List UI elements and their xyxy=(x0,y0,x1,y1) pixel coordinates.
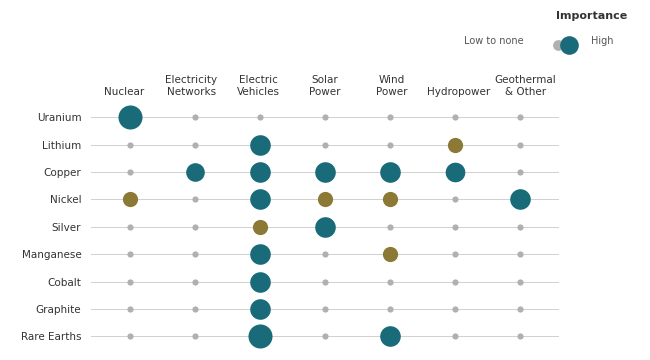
Point xyxy=(255,142,265,148)
Point xyxy=(255,224,265,230)
Point xyxy=(385,251,395,257)
Point xyxy=(255,251,265,257)
Point xyxy=(515,114,525,120)
Point xyxy=(125,169,135,175)
Text: Electric
Vehicles: Electric Vehicles xyxy=(237,75,280,97)
Point xyxy=(190,197,200,202)
Point xyxy=(125,142,135,148)
Point xyxy=(515,333,525,339)
Point xyxy=(450,306,460,312)
Point xyxy=(515,142,525,148)
Point xyxy=(450,251,460,257)
Point xyxy=(450,333,460,339)
Point xyxy=(190,169,200,175)
Point xyxy=(553,42,564,48)
Text: Electricity
Networks: Electricity Networks xyxy=(165,75,217,97)
Point xyxy=(564,42,574,48)
Point xyxy=(320,306,330,312)
Point xyxy=(190,306,200,312)
Text: Importance: Importance xyxy=(556,11,627,21)
Point xyxy=(125,251,135,257)
Point xyxy=(385,224,395,230)
Point xyxy=(190,142,200,148)
Point xyxy=(255,197,265,202)
Point xyxy=(320,197,330,202)
Point xyxy=(450,279,460,284)
Point xyxy=(125,306,135,312)
Point xyxy=(125,333,135,339)
Point xyxy=(125,197,135,202)
Point xyxy=(125,224,135,230)
Point xyxy=(320,224,330,230)
Point xyxy=(385,306,395,312)
Point xyxy=(255,279,265,284)
Point xyxy=(450,142,460,148)
Point xyxy=(190,333,200,339)
Point xyxy=(125,279,135,284)
Point xyxy=(515,197,525,202)
Point xyxy=(190,279,200,284)
Point xyxy=(190,224,200,230)
Point xyxy=(320,142,330,148)
Point xyxy=(385,142,395,148)
Point xyxy=(125,114,135,120)
Point xyxy=(385,197,395,202)
Text: Nuclear: Nuclear xyxy=(104,87,144,97)
Text: Hydropower: Hydropower xyxy=(427,87,490,97)
Point xyxy=(320,251,330,257)
Point xyxy=(515,251,525,257)
Point xyxy=(255,169,265,175)
Point xyxy=(320,114,330,120)
Point xyxy=(385,169,395,175)
Text: Geothermal
& Other: Geothermal & Other xyxy=(495,75,556,97)
Point xyxy=(255,114,265,120)
Text: Wind
Power: Wind Power xyxy=(376,75,408,97)
Point xyxy=(320,333,330,339)
Point xyxy=(385,279,395,284)
Point xyxy=(255,306,265,312)
Point xyxy=(450,114,460,120)
Text: High: High xyxy=(592,36,614,46)
Point xyxy=(515,224,525,230)
Point xyxy=(515,306,525,312)
Point xyxy=(450,224,460,230)
Point xyxy=(320,169,330,175)
Point xyxy=(450,197,460,202)
Text: Low to none: Low to none xyxy=(463,36,523,46)
Point xyxy=(190,114,200,120)
Point xyxy=(385,333,395,339)
Point xyxy=(190,251,200,257)
Point xyxy=(385,114,395,120)
Point xyxy=(255,333,265,339)
Text: Solar
Power: Solar Power xyxy=(309,75,341,97)
Point xyxy=(515,279,525,284)
Point xyxy=(515,169,525,175)
Point xyxy=(450,169,460,175)
Point xyxy=(320,279,330,284)
